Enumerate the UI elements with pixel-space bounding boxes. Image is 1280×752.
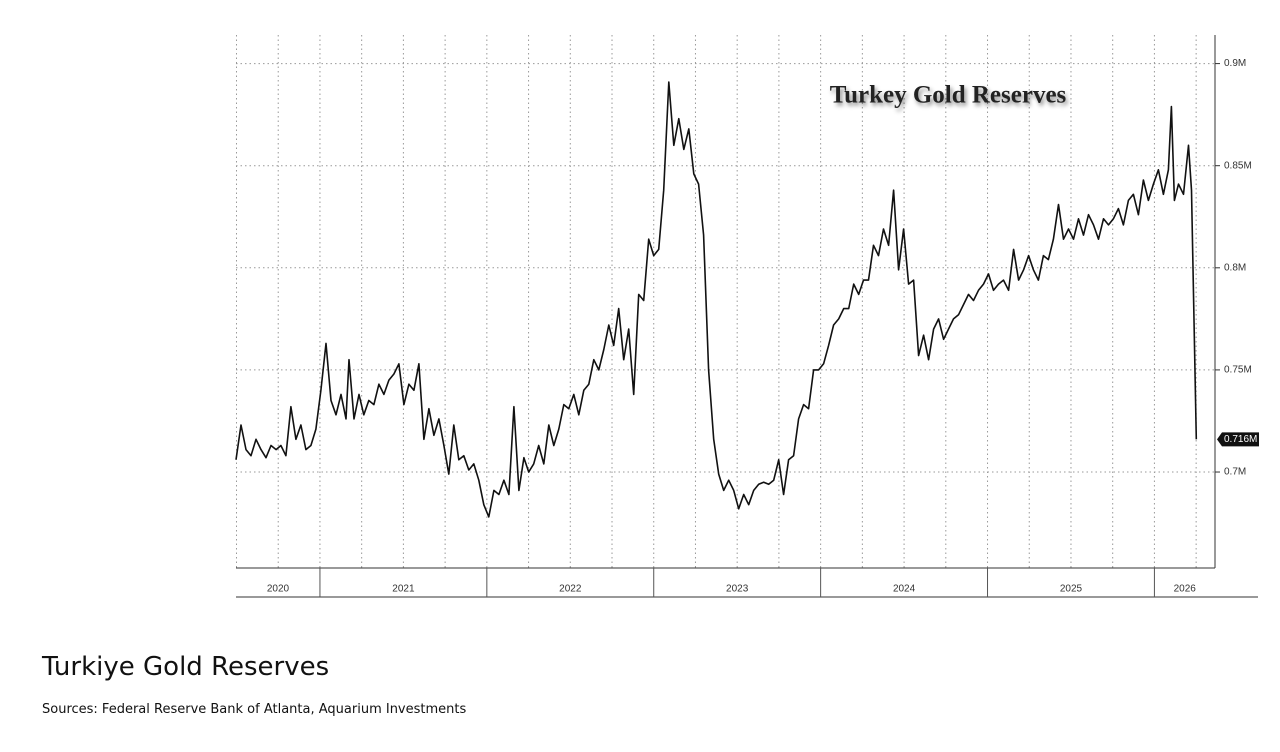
y-tick-label: 0.7M [1224, 467, 1246, 478]
source: Sources: Federal Reserve Bank of Atlanta… [42, 702, 467, 717]
y-tick-label: 0.75M [1224, 365, 1252, 376]
x-tick-label: 2026 [1174, 584, 1197, 595]
data-line [235, 81, 1198, 518]
x-tick-label: 2022 [559, 584, 582, 595]
chart-title: Turkey Gold Reserves [830, 82, 1067, 109]
x-tick-label: 2023 [726, 584, 749, 595]
last-value-box [1217, 432, 1259, 447]
x-tick-label: 2025 [1060, 584, 1083, 595]
chart: 0.7M 0.75M 0.8M 0.85M 0.9M 2020 2021 2022 2023 20… [235, 35, 1259, 598]
y-tick-label: 0.9M [1224, 58, 1246, 69]
y-tick-label: 0.8M [1224, 262, 1246, 273]
last-value-label: 0.716M [1224, 434, 1257, 445]
x-tick-label: 2021 [392, 584, 415, 595]
y-tick-label: 0.85M [1224, 160, 1252, 171]
x-tick-label: 2020 [267, 584, 290, 595]
caption: Turkiye Gold Reserves [42, 652, 330, 682]
x-tick-label: 2024 [893, 584, 916, 595]
